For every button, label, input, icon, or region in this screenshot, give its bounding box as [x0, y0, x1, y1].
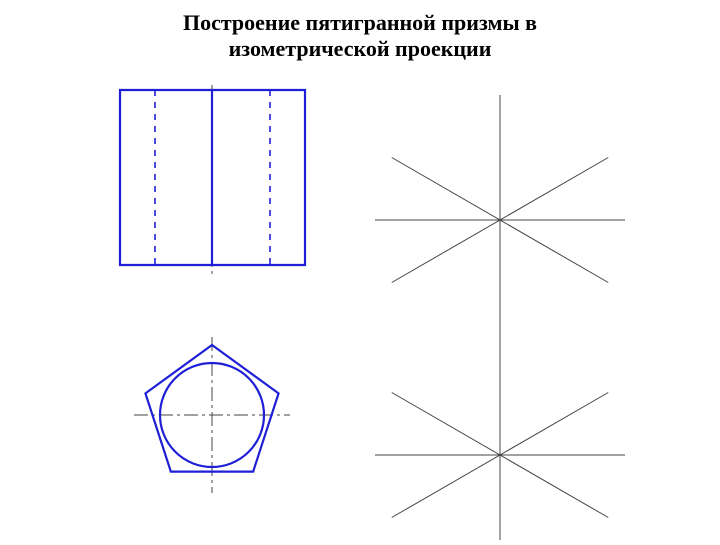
page-root: Построение пятигранной призмы в изометри…	[0, 0, 720, 540]
page-title: Построение пятигранной призмы в изометри…	[0, 10, 720, 62]
diagram-svg	[0, 85, 720, 540]
diagram-canvas	[0, 85, 720, 540]
